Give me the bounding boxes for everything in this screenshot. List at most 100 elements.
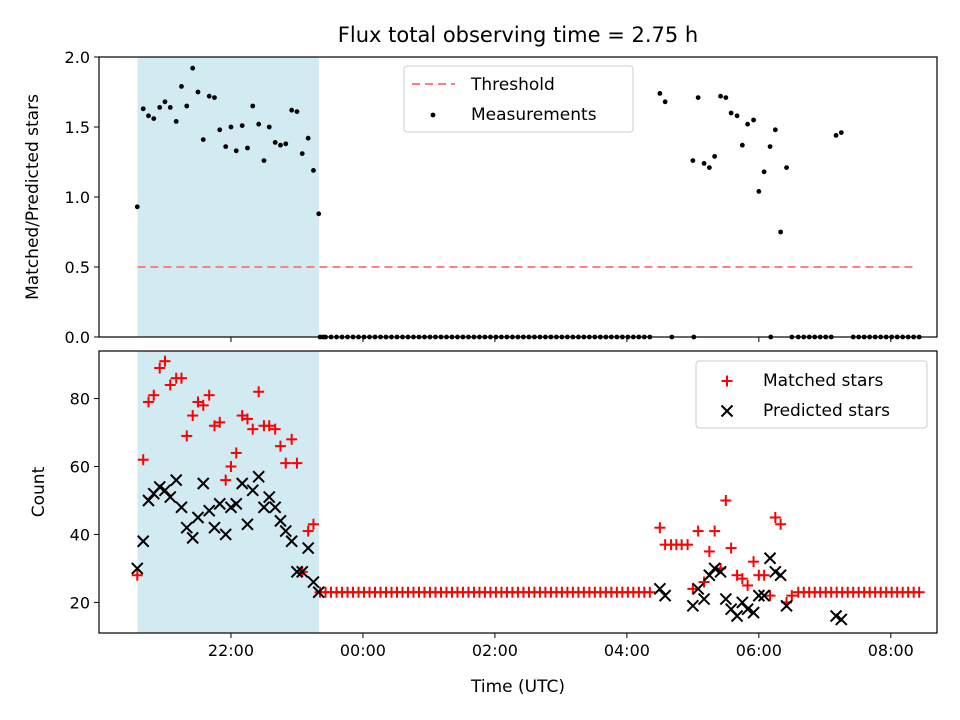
- y-tick-label: 1.5: [65, 118, 90, 137]
- predicted-star-point: [241, 518, 254, 531]
- matched-star-point: [913, 586, 925, 598]
- matched-star-point: [720, 494, 732, 506]
- predicted-star-point: [708, 562, 721, 575]
- predicted-star-point: [268, 501, 282, 514]
- matched-star-point: [253, 386, 265, 398]
- x-tick-label: 22:00: [208, 641, 254, 660]
- measurement-point: [662, 99, 668, 105]
- x-tick-label: 02:00: [472, 641, 518, 660]
- measurement-point: [761, 169, 767, 175]
- y-tick-label: 60: [70, 458, 90, 477]
- predicted-star-point: [703, 569, 716, 582]
- predicted-star-point: [780, 599, 793, 613]
- predicted-star-point: [158, 484, 172, 497]
- measurement-point: [833, 133, 839, 138]
- predicted-star-point: [290, 565, 304, 579]
- predicted-star-point: [142, 494, 155, 507]
- observing-span-shade: [137, 57, 319, 337]
- measurement-point: [289, 107, 295, 113]
- predicted-star-point: [691, 582, 705, 596]
- measurement-point: [190, 65, 196, 71]
- y-tick-label: 2.0: [65, 48, 90, 67]
- x-tick-label: 00:00: [340, 641, 386, 660]
- measurement-point: [228, 124, 234, 130]
- matched-star-point: [698, 576, 710, 588]
- y-tick-label: 80: [70, 390, 90, 409]
- legend-top: Threshold Measurements: [403, 65, 634, 133]
- matched-star-point: [181, 430, 193, 442]
- matched-star-point: [786, 590, 798, 602]
- measurement-point: [756, 189, 762, 194]
- predicted-star-point: [757, 589, 771, 602]
- predicted-star-point: [169, 473, 183, 487]
- measurement-point: [728, 110, 734, 116]
- matched-star-point: [175, 372, 187, 384]
- x-tick-label: 06:00: [736, 641, 782, 660]
- predicted-star-point: [307, 575, 320, 589]
- predicted-star-point: [312, 586, 325, 599]
- matched-star-point: [682, 539, 694, 551]
- predicted-star-point: [175, 501, 188, 514]
- predicted-star-point: [741, 603, 754, 616]
- matched-star-point: [280, 457, 292, 469]
- measurement-point: [212, 95, 217, 100]
- legend-bottom: Matched stars Predicted stars: [695, 360, 928, 429]
- measurement-point: [701, 161, 707, 166]
- measurement-point: [778, 229, 784, 235]
- x-axis-label: Time (UTC): [470, 677, 565, 697]
- measurement-point: [745, 121, 751, 127]
- matched-star-point: [164, 379, 176, 391]
- measurement-point: [294, 109, 300, 114]
- predicted-star-point: [191, 511, 205, 524]
- measurement-point: [157, 105, 163, 110]
- predicted-star-point: [285, 535, 298, 548]
- legend-predicted-label: Predicted stars: [763, 401, 890, 421]
- measurement-point: [706, 165, 712, 171]
- matched-star-point: [775, 518, 787, 530]
- measurement-point: [316, 211, 322, 217]
- predicted-star-point: [686, 599, 700, 613]
- predicted-star-point: [202, 504, 216, 517]
- measurement-point: [272, 140, 278, 145]
- predicted-star-point: [186, 531, 199, 545]
- measurement-point: [305, 135, 311, 141]
- measurement-point: [167, 105, 173, 110]
- measurement-point: [784, 165, 789, 171]
- measurement-point: [146, 113, 151, 119]
- matched-star-point: [154, 362, 166, 374]
- matched-star-point: [159, 355, 171, 367]
- y-tick-label: 0.5: [65, 258, 90, 277]
- matched-star-point: [214, 416, 226, 428]
- matched-star-point: [742, 579, 754, 591]
- predicted-star-point: [274, 514, 287, 528]
- measurement-point: [223, 144, 229, 150]
- x-tick-label: 04:00: [604, 641, 650, 660]
- plot-frame: [98, 56, 938, 338]
- measurement-point: [723, 95, 729, 100]
- measurement-point: [140, 106, 146, 112]
- matched-star-point: [263, 420, 275, 432]
- matched-star-point: [687, 583, 699, 595]
- matched-star-point: [269, 423, 281, 435]
- predicted-star-point: [131, 562, 144, 575]
- predicted-star-point: [257, 501, 271, 514]
- measurement-point: [690, 158, 696, 164]
- measurement-point: [250, 103, 256, 109]
- measurement-point: [173, 119, 179, 124]
- y-tick-label: 40: [70, 525, 90, 544]
- y-tick-label: 0.0: [65, 328, 90, 347]
- matched-star-point: [307, 518, 319, 530]
- legend-matched-label: Matched stars: [763, 371, 883, 391]
- measurement-point: [200, 137, 206, 143]
- predicted-star-point: [653, 582, 667, 596]
- measurement-point: [734, 113, 740, 119]
- predicted-star-point: [736, 596, 749, 609]
- measurement-point: [712, 154, 718, 159]
- measurement-point: [195, 89, 201, 95]
- matched-star-point: [137, 454, 149, 466]
- legend-threshold-label: Threshold: [470, 75, 555, 95]
- predicted-star-point: [301, 541, 315, 555]
- matched-star-point: [703, 545, 715, 557]
- y-axis-label: Count: [29, 466, 49, 517]
- measurement-point: [261, 158, 267, 164]
